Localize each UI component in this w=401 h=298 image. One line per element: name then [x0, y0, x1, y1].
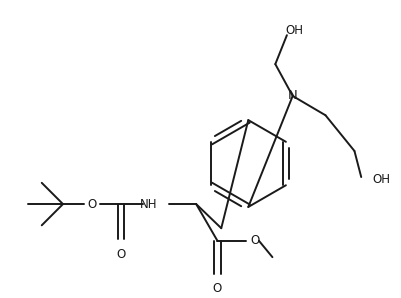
Text: OH: OH — [372, 173, 390, 187]
Text: O: O — [249, 234, 259, 247]
Text: O: O — [212, 282, 221, 295]
Text: O: O — [116, 249, 125, 261]
Text: O: O — [87, 198, 96, 211]
Text: NH: NH — [140, 198, 157, 211]
Text: OH: OH — [285, 24, 303, 37]
Text: N: N — [287, 89, 297, 103]
